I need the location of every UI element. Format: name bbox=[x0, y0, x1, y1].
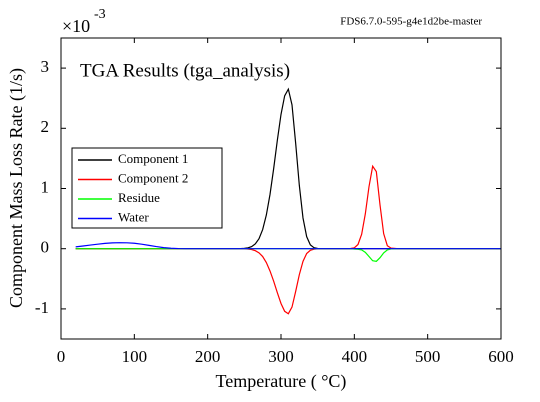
x-tick-label: 300 bbox=[268, 347, 294, 366]
legend-label: Component 1 bbox=[118, 151, 188, 166]
x-tick-label: 0 bbox=[57, 347, 66, 366]
chart-title: TGA Results (tga_analysis) bbox=[80, 60, 290, 81]
y-tick-label: 3 bbox=[41, 57, 50, 76]
y-tick-label: 2 bbox=[41, 117, 50, 136]
plot-frame bbox=[60, 37, 502, 340]
watermark: FDS6.7.0-595-g4e1d2be-master bbox=[340, 16, 482, 28]
legend-label: Residue bbox=[118, 190, 160, 205]
legend-box bbox=[71, 147, 223, 229]
legend-label: Component 2 bbox=[118, 170, 188, 185]
y-tick-label: 0 bbox=[41, 238, 50, 257]
y-axis-label: Component Mass Loss Rate (1/s) bbox=[6, 68, 27, 308]
series-line bbox=[75, 242, 501, 250]
x-tick-label: 500 bbox=[415, 347, 441, 366]
x-tick-label: 400 bbox=[342, 347, 368, 366]
y-scale-base: ×10 bbox=[62, 16, 90, 36]
x-tick-label: 600 bbox=[488, 347, 514, 366]
y-tick-label: -1 bbox=[35, 298, 49, 317]
x-tick-label: 200 bbox=[195, 347, 221, 366]
legend-label: Water bbox=[118, 209, 149, 224]
x-tick-label: 100 bbox=[122, 347, 148, 366]
y-scale-exponent: -3 bbox=[94, 7, 106, 22]
x-axis-label: Temperature ( °C) bbox=[216, 371, 347, 392]
y-tick-label: 1 bbox=[41, 177, 50, 196]
